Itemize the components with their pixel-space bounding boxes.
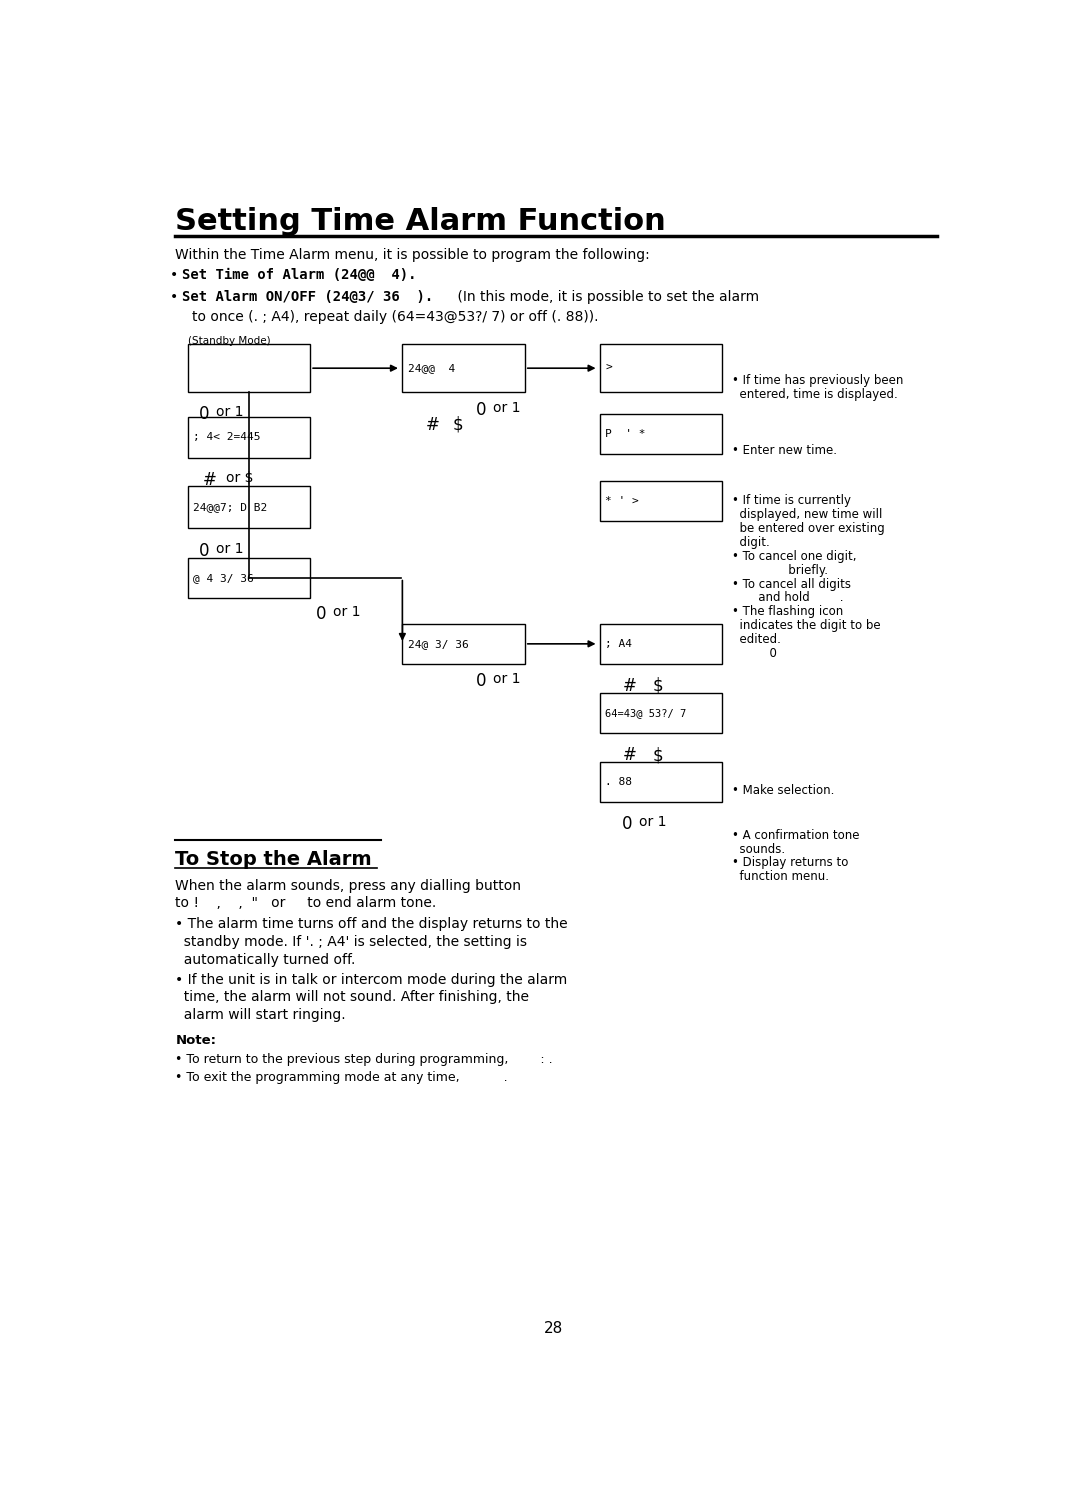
Text: When the alarm sounds, press any dialling button: When the alarm sounds, press any diallin…: [175, 878, 522, 893]
Bar: [188, 418, 310, 457]
Bar: [188, 558, 310, 598]
Text: • A confirmation tone: • A confirmation tone: [732, 828, 860, 842]
Text: • The flashing icon: • The flashing icon: [732, 605, 843, 619]
Text: to once (. ; A4), repeat daily (64=43@53?/ 7) or off (. 88)).: to once (. ; A4), repeat daily (64=43@53…: [191, 309, 598, 323]
Text: •: •: [170, 269, 183, 282]
Text: time, the alarm will not sound. After finishing, the: time, the alarm will not sound. After fi…: [175, 990, 529, 1005]
Text: 0: 0: [316, 605, 327, 623]
Text: * ' >: * ' >: [606, 495, 639, 506]
Text: digit.: digit.: [732, 536, 769, 549]
Text: alarm will start ringing.: alarm will start ringing.: [175, 1008, 346, 1022]
Text: (Standby Mode): (Standby Mode): [188, 337, 270, 346]
Text: briefly.: briefly.: [732, 564, 827, 576]
Text: • The alarm time turns off and the display returns to the: • The alarm time turns off and the displ…: [175, 917, 568, 931]
Text: 28: 28: [544, 1322, 563, 1337]
Text: automatically turned off.: automatically turned off.: [175, 952, 355, 967]
Text: • Make selection.: • Make selection.: [732, 785, 834, 797]
Text: 24@ 3/ 36: 24@ 3/ 36: [408, 638, 469, 649]
Text: • Enter new time.: • Enter new time.: [732, 444, 837, 457]
Text: . 88: . 88: [606, 777, 633, 788]
Text: sounds.: sounds.: [732, 842, 785, 856]
Text: $: $: [652, 747, 663, 764]
Text: ; A4: ; A4: [606, 638, 633, 649]
Text: and hold        .: and hold .: [732, 592, 843, 605]
Text: Within the Time Alarm menu, it is possible to program the following:: Within the Time Alarm menu, it is possib…: [175, 247, 650, 263]
Text: 24@@  4: 24@@ 4: [408, 364, 455, 373]
Text: • To cancel all digits: • To cancel all digits: [732, 578, 851, 590]
Text: #: #: [203, 471, 217, 489]
Text: or $: or $: [227, 471, 254, 484]
Text: indicates the digit to be: indicates the digit to be: [732, 619, 880, 632]
Text: or 1: or 1: [494, 400, 521, 415]
Text: edited.: edited.: [732, 634, 781, 646]
Text: or 1: or 1: [334, 605, 361, 619]
Text: • To return to the previous step during programming,        : .: • To return to the previous step during …: [175, 1053, 553, 1065]
Text: ; 4< 2=445: ; 4< 2=445: [193, 433, 260, 442]
Text: displayed, new time will: displayed, new time will: [732, 509, 882, 521]
Text: #: #: [623, 747, 637, 764]
Text: #: #: [623, 678, 637, 696]
Text: be entered over existing: be entered over existing: [732, 522, 885, 536]
Text: • If time has previously been: • If time has previously been: [732, 374, 903, 388]
Text: Set Time of Alarm (24@@  4).: Set Time of Alarm (24@@ 4).: [181, 269, 416, 282]
Bar: [403, 623, 525, 664]
Text: • To exit the programming mode at any time,           .: • To exit the programming mode at any ti…: [175, 1071, 508, 1083]
Text: (In this mode, it is possible to set the alarm: (In this mode, it is possible to set the…: [453, 290, 759, 303]
Text: •: •: [170, 290, 183, 303]
Text: >: >: [606, 364, 612, 373]
Text: • To cancel one digit,: • To cancel one digit,: [732, 549, 856, 563]
Text: 0: 0: [732, 647, 777, 659]
Text: 0: 0: [199, 404, 210, 423]
Text: 0: 0: [199, 542, 210, 560]
Text: to !    ,    ,  "   or     to end alarm tone.: to ! , , " or to end alarm tone.: [175, 896, 436, 910]
Bar: [600, 344, 723, 392]
Bar: [600, 623, 723, 664]
Bar: [600, 693, 723, 733]
Text: $: $: [652, 678, 663, 696]
Text: function menu.: function menu.: [732, 871, 828, 883]
Text: or 1: or 1: [216, 404, 243, 420]
Text: entered, time is displayed.: entered, time is displayed.: [732, 388, 897, 401]
Bar: [600, 480, 723, 521]
Bar: [600, 762, 723, 803]
Text: • Display returns to: • Display returns to: [732, 857, 848, 869]
Text: or 1: or 1: [638, 815, 666, 828]
Text: or 1: or 1: [216, 542, 243, 557]
Text: 0: 0: [476, 400, 486, 418]
Text: or 1: or 1: [494, 672, 521, 685]
Text: To Stop the Alarm: To Stop the Alarm: [175, 850, 372, 869]
Bar: [600, 413, 723, 454]
Text: Set Alarm ON/OFF (24@3/ 36  ).: Set Alarm ON/OFF (24@3/ 36 ).: [181, 290, 433, 303]
Text: Note:: Note:: [175, 1034, 216, 1047]
Text: #: #: [426, 416, 440, 435]
Bar: [188, 344, 310, 392]
Bar: [403, 344, 525, 392]
Text: 0: 0: [476, 672, 486, 690]
Bar: [188, 486, 310, 528]
Text: Setting Time Alarm Function: Setting Time Alarm Function: [175, 207, 666, 237]
Text: $: $: [453, 416, 463, 435]
Text: 24@@7; D B2: 24@@7; D B2: [193, 502, 268, 512]
Text: • If the unit is in talk or intercom mode during the alarm: • If the unit is in talk or intercom mod…: [175, 973, 568, 987]
Text: 64=43@ 53?/ 7: 64=43@ 53?/ 7: [606, 708, 687, 718]
Text: @ 4 3/ 36: @ 4 3/ 36: [193, 572, 254, 582]
Text: • If time is currently: • If time is currently: [732, 495, 851, 507]
Text: standby mode. If '. ; A4' is selected, the setting is: standby mode. If '. ; A4' is selected, t…: [175, 936, 527, 949]
Text: 0: 0: [622, 815, 632, 833]
Text: P  ' *: P ' *: [606, 429, 646, 439]
